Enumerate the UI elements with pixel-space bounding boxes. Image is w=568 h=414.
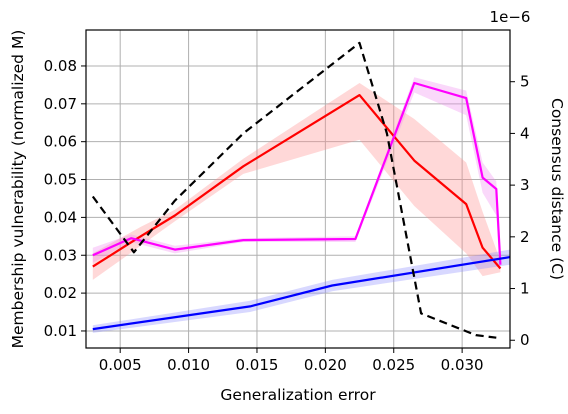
series-0-band xyxy=(92,83,501,280)
y-left-tick-label: 0.08 xyxy=(44,57,77,75)
y-left-tick-label: 0.07 xyxy=(44,95,77,113)
plot-frame xyxy=(85,29,511,349)
y-left-axis-title: Membership vulnerability (normalized M) xyxy=(9,30,27,349)
series-2-band xyxy=(92,249,511,333)
y-left-tick-label: 0.01 xyxy=(44,322,77,340)
y-right-tick-label: 0 xyxy=(520,331,530,349)
x-axis-title: Generalization error xyxy=(220,386,376,404)
y-right-tick-label: 4 xyxy=(520,124,530,142)
y-left-tick-label: 0.06 xyxy=(44,133,77,151)
series-1-line xyxy=(92,81,502,265)
x-tick-label: 0.005 xyxy=(99,356,142,374)
grid-layer xyxy=(86,30,510,348)
x-tick-label: 0.030 xyxy=(441,356,484,374)
x-tick-label: 0.010 xyxy=(167,356,210,374)
series-3-line xyxy=(91,41,497,339)
y-left-tick-label: 0.03 xyxy=(44,246,77,264)
series-2-line xyxy=(92,256,511,331)
y-left-tick-label: 0.05 xyxy=(44,171,77,189)
right-axis-multiplier: 1e−6 xyxy=(490,8,531,26)
tick-layer: 0.005 0.010 0.015 0.020 0.025 0.0300.010.020.… xyxy=(44,57,530,374)
y-right-tick-label: 3 xyxy=(520,176,530,194)
x-tick-label: 0.020 xyxy=(304,356,347,374)
y-right-tick-label: 5 xyxy=(520,73,530,91)
y-right-tick-label: 2 xyxy=(520,228,530,246)
line-layer xyxy=(91,41,511,339)
x-tick-label: 0.015 xyxy=(235,356,278,374)
y-left-tick-label: 0.02 xyxy=(44,284,77,302)
x-tick-label: 0.025 xyxy=(372,356,415,374)
y-right-axis-title: Consensus distance (C) xyxy=(548,98,566,280)
y-right-tick-label: 1 xyxy=(520,280,530,298)
band-layer xyxy=(92,77,511,333)
y-left-tick-label: 0.04 xyxy=(44,208,77,226)
